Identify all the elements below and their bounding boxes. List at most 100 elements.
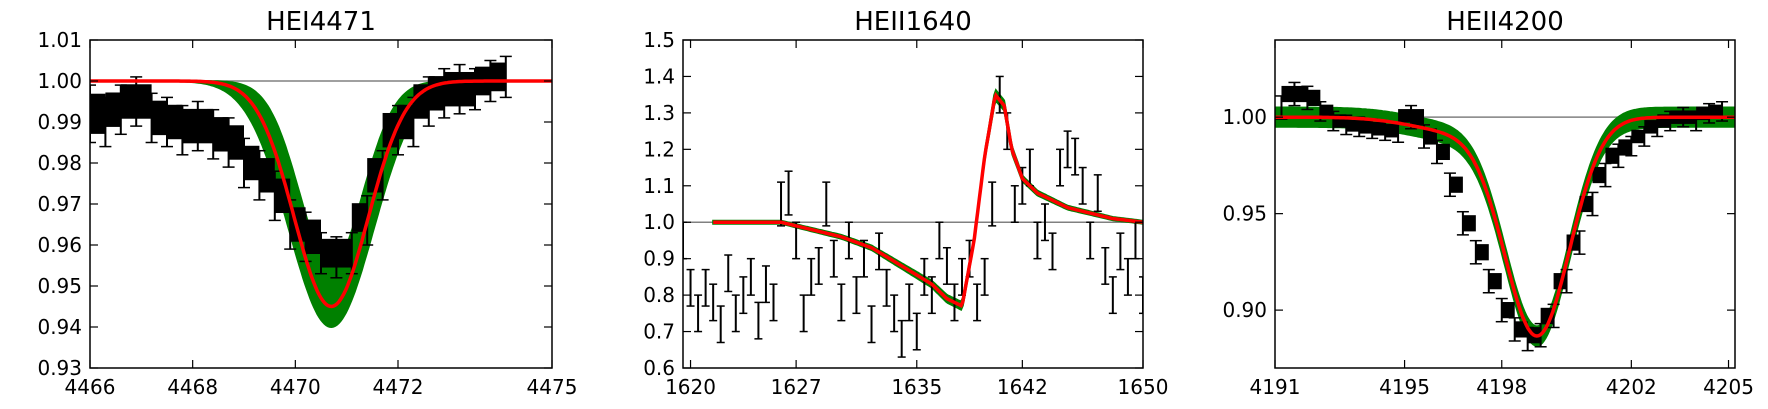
data-point — [1101, 246, 1110, 285]
data-point — [1056, 148, 1065, 187]
data-point — [754, 301, 763, 340]
y-tick-label: 1.4 — [643, 64, 675, 88]
data-point — [731, 294, 740, 333]
y-tick-label: 0.98 — [37, 151, 82, 175]
x-tick-label: 1620 — [665, 375, 716, 399]
x-tick-label: 4475 — [527, 375, 578, 399]
data-point — [238, 137, 260, 189]
data-point — [1430, 139, 1450, 165]
data-point — [709, 283, 718, 322]
data-point — [114, 84, 137, 136]
data-point — [807, 257, 816, 296]
data-point — [686, 268, 695, 307]
data-point — [890, 294, 899, 333]
data-point — [1071, 137, 1080, 176]
data-point — [1703, 102, 1723, 124]
data-point — [1063, 130, 1072, 169]
y-tick-label: 0.90 — [1222, 298, 1267, 322]
x-tick-label: 4191 — [1250, 375, 1301, 399]
data-point — [777, 181, 786, 227]
data-point — [701, 268, 710, 307]
data-point — [1638, 120, 1658, 147]
x-tick-label: 1635 — [891, 375, 942, 399]
best-fit-line — [713, 91, 1143, 308]
data-point — [799, 294, 808, 333]
y-tick-label: 1.5 — [643, 28, 675, 52]
data-point — [1078, 166, 1087, 205]
data-point — [1033, 221, 1042, 260]
x-tick-label: 4468 — [167, 375, 218, 399]
data-point — [724, 254, 733, 293]
data-point — [222, 117, 244, 168]
panel-hei4471: HEI4471 4466 4468 4470 4472 4475 0.93 0.94 0.95… — [37, 7, 577, 399]
data-point — [1108, 276, 1117, 315]
data-point — [912, 312, 921, 351]
data-point — [1040, 203, 1049, 242]
data-point — [746, 257, 755, 296]
data-point — [207, 108, 229, 160]
x-tick-label: 1650 — [1118, 375, 1169, 399]
data-point — [935, 221, 944, 260]
data-point — [1495, 297, 1515, 323]
data-point — [1612, 139, 1632, 169]
data-point — [837, 283, 846, 322]
data-point — [345, 203, 368, 275]
x-tick-label: 4466 — [65, 375, 116, 399]
data-point — [1443, 172, 1463, 198]
data-point — [1086, 221, 1095, 260]
fit-band — [712, 88, 1143, 311]
chart-title: HEII1640 — [854, 7, 971, 37]
data-point — [1048, 232, 1057, 271]
data-point — [694, 294, 703, 333]
y-tick-label: 1.01 — [37, 28, 82, 52]
data-point — [1508, 317, 1528, 342]
best-fit-line — [90, 79, 552, 309]
data-point — [330, 236, 352, 279]
y-tick-label: 0.99 — [37, 110, 82, 134]
y-tick-label: 0.7 — [643, 320, 675, 344]
x-tick-label: 1642 — [997, 375, 1048, 399]
y-tick-label: 0.93 — [37, 356, 82, 380]
y-tick-label: 1.00 — [1222, 105, 1267, 129]
data-point — [973, 283, 982, 322]
data-point — [897, 319, 906, 358]
data-point — [822, 181, 831, 227]
data-point — [176, 104, 198, 156]
data-point — [99, 92, 121, 148]
data-point — [739, 276, 748, 315]
x-tick-label: 4198 — [1476, 375, 1527, 399]
data-point — [253, 149, 275, 201]
data-point — [407, 84, 429, 148]
data-point — [1340, 114, 1360, 136]
x-tick-label: 4205 — [1703, 375, 1754, 399]
data-point — [1093, 174, 1102, 213]
data-point — [1353, 116, 1373, 138]
data-point — [161, 96, 183, 148]
data-point — [1469, 239, 1489, 265]
data-point — [905, 283, 914, 322]
data-point — [683, 221, 687, 260]
best-fit-line — [1275, 115, 1735, 338]
data-point — [716, 305, 725, 344]
y-tick-label: 1.2 — [643, 137, 675, 161]
data-point — [1599, 147, 1619, 188]
data-point — [1123, 257, 1132, 296]
data-point — [392, 104, 414, 156]
y-tick-label: 0.96 — [37, 233, 82, 257]
data-point — [1288, 81, 1308, 107]
y-tick-label: 0.9 — [643, 247, 675, 271]
y-tick-label: 1.0 — [643, 210, 675, 234]
data-point — [315, 231, 337, 275]
data-point — [761, 265, 770, 304]
plot-frame — [682, 39, 1144, 369]
data-point — [1625, 129, 1645, 157]
panel-heii1640: HEII1640 1620 1627 1635 1642 1650 0.6 0.7 0.8 0.… — [643, 7, 1168, 399]
data-point — [90, 84, 106, 144]
data-point — [1139, 276, 1143, 315]
data-point — [784, 170, 793, 216]
data-point — [995, 75, 1004, 114]
data-point — [1275, 85, 1295, 120]
data-point — [792, 221, 801, 260]
y-tick-label: 1.00 — [37, 69, 82, 93]
data-point — [145, 92, 167, 144]
